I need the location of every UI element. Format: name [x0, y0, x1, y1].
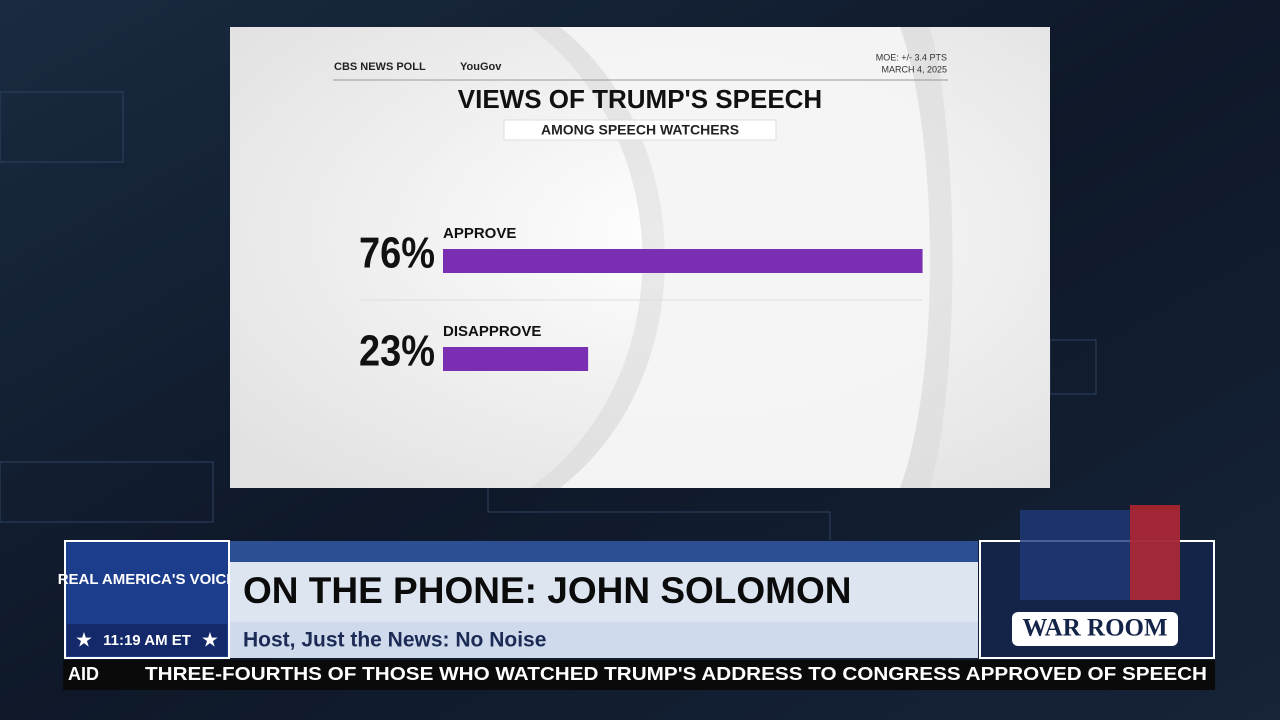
value-label: 76%	[359, 229, 435, 278]
subheadline: Host, Just the News: No Noise	[243, 629, 546, 652]
bar	[443, 249, 923, 273]
chart-title: VIEWS OF TRUMP'S SPEECH	[458, 84, 822, 114]
headline-top-strip	[230, 541, 978, 562]
subtitle-box	[503, 119, 777, 141]
poll-partner: YouGov	[460, 61, 502, 73]
ticker-text: THREE-FOURTHS OF THOSE WHO WATCHED TRUMP…	[145, 664, 1207, 684]
subheadline-band	[230, 622, 978, 658]
poll-date: MARCH 4, 2025	[881, 64, 947, 74]
chart-subtitle: AMONG SPEECH WATCHERS	[541, 122, 739, 138]
ticker-fragment: AID	[68, 664, 99, 684]
category-label: APPROVE	[443, 225, 516, 242]
clock-time: 11:19 AM ET	[103, 632, 191, 649]
show-logo: WAR ROOM	[1022, 615, 1167, 642]
poll-source: CBS NEWS POLL	[334, 61, 426, 73]
flag-decor	[1130, 505, 1180, 600]
time-strip	[67, 624, 227, 656]
value-label: 23%	[359, 327, 435, 376]
margin-of-error: MOE: +/- 3.4 PTS	[876, 52, 947, 62]
star-icon: ★	[75, 629, 93, 651]
headline: ON THE PHONE: JOHN SOLOMON	[243, 570, 851, 611]
show-logo-plate	[1012, 612, 1178, 646]
category-label: DISAPPROVE	[443, 323, 541, 340]
star-icon: ★	[201, 629, 219, 651]
network-logo: REAL AMERICA'S VOICE	[58, 571, 237, 588]
bar	[443, 347, 589, 371]
ticker-bar	[63, 660, 1215, 690]
